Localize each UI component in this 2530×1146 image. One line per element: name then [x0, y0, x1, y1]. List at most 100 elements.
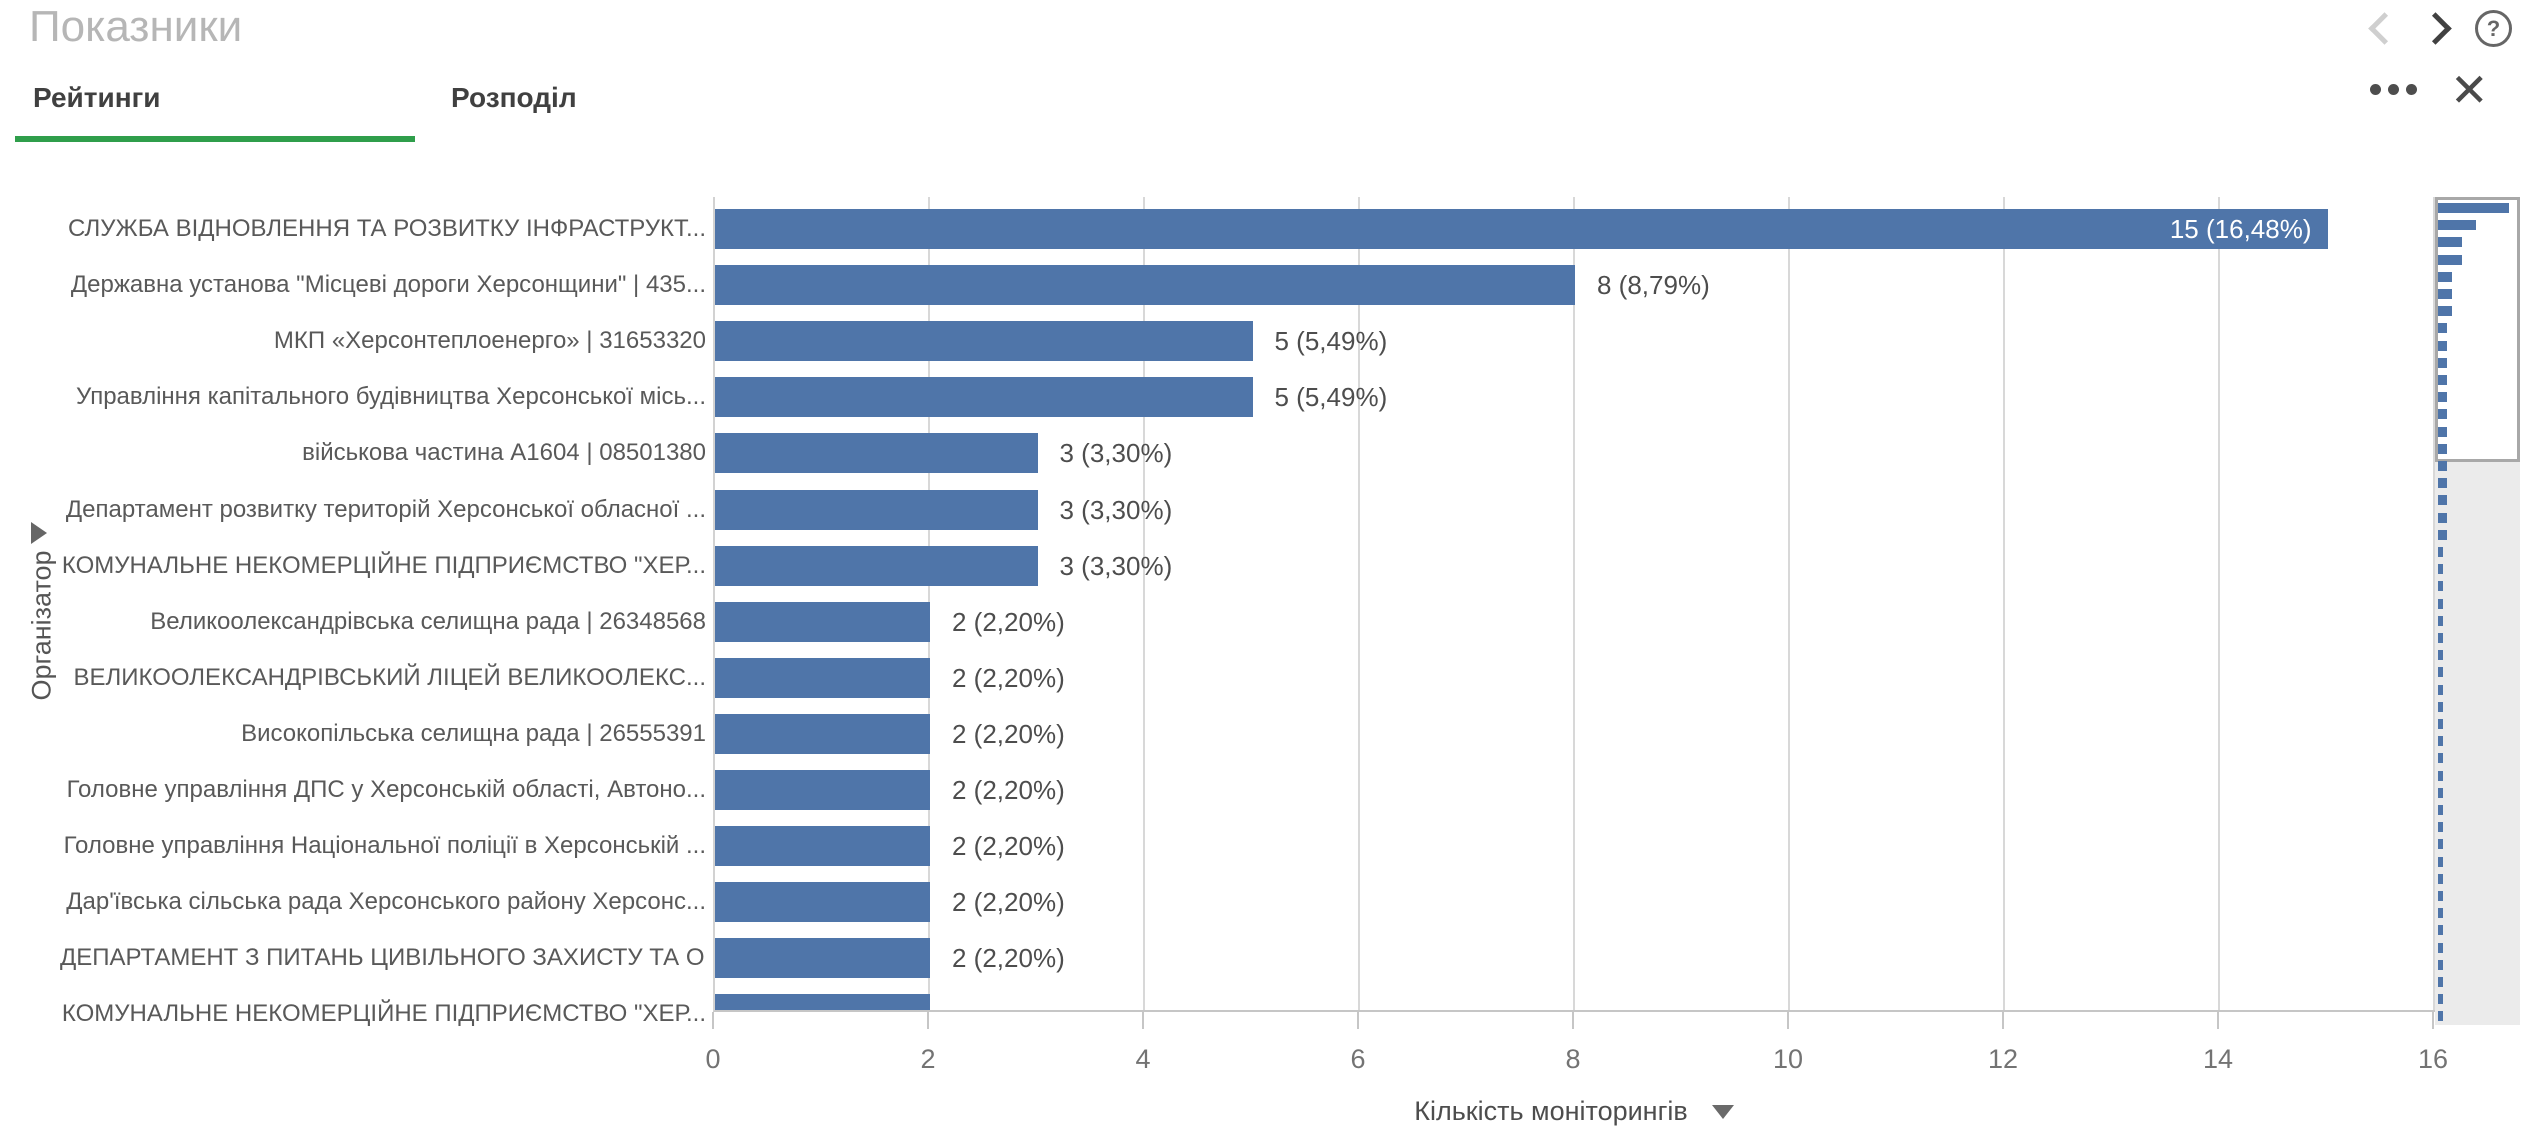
tab-ratings[interactable]: Рейтинги	[15, 76, 415, 142]
close-icon[interactable]: ✕	[2450, 64, 2489, 116]
y-axis-label[interactable]: Великоолександрівська селищна рада | 263…	[150, 607, 706, 635]
minimap-bar	[2438, 512, 2448, 523]
minimap-bar	[2438, 306, 2453, 317]
help-icon[interactable]: ?	[2475, 10, 2512, 47]
plot-area: 15 (16,48%) 8 (8,79%) 5 (5,49%) 5 (5,49%) 3 …	[713, 197, 2435, 1012]
bar-value-label: 2 (2,20%)	[952, 775, 1065, 805]
minimap-bar	[2438, 357, 2448, 368]
chevron-right-icon[interactable]	[2419, 12, 2452, 45]
bar[interactable]	[715, 657, 930, 698]
x-tick-mark	[1357, 1012, 1359, 1029]
bar[interactable]	[715, 489, 1038, 530]
x-tick-label: 16	[2417, 1044, 2449, 1074]
y-axis-label[interactable]: КОМУНАЛЬНЕ НЕКОМЕРЦІЙНЕ ПІДПРИЄМСТВО "ХЕ…	[61, 551, 706, 579]
bar-value-label: 3 (3,30%)	[1059, 438, 1173, 469]
y-axis-label[interactable]: ВЕЛИКООЛЕКСАНДРІВСЬКИЙ ЛІЦЕЙ ВЕЛИКООЛЕКС…	[73, 663, 706, 691]
y-axis-label[interactable]: КОМУНАЛЬНЕ НЕКОМЕРЦІЙНЕ ПІДПРИЄМСТВО "ХЕ…	[61, 1000, 706, 1028]
gridline	[2003, 197, 2005, 1010]
bar-value-label: 2 (2,20%)	[952, 943, 1065, 974]
bar-value-label: 2 (2,20%)	[952, 662, 1065, 693]
bar[interactable]	[715, 377, 1253, 418]
minimap-bar	[2438, 564, 2443, 575]
minimap-bar	[2438, 271, 2453, 282]
y-axis-label[interactable]: МКП «Херсонтеплоенерго» | 31653320	[273, 327, 706, 355]
x-tick-label: 8	[1565, 1044, 1581, 1074]
x-tick-label: 4	[1135, 1044, 1151, 1074]
minimap-bar	[2438, 701, 2443, 712]
x-tick-mark	[2217, 1012, 2219, 1029]
bar[interactable]	[715, 321, 1253, 362]
more-menu-icon[interactable]	[2370, 84, 2417, 95]
x-tick-mark	[2432, 1012, 2434, 1029]
page-title: Показники	[29, 2, 243, 51]
tab-bar: Рейтинги Розподіл	[0, 76, 2530, 142]
minimap-bar	[2438, 856, 2443, 867]
y-axis-label[interactable]: Державна установа "Місцеві дороги Херсон…	[70, 271, 706, 299]
bar[interactable]	[715, 545, 1038, 586]
bar-value-label: 15 (16,48%)	[2169, 214, 2312, 244]
minimap-bar	[2438, 203, 2509, 213]
x-tick-mark	[1787, 1012, 1789, 1029]
bar-value-label: 2 (2,20%)	[952, 718, 1065, 749]
y-axis-label[interactable]: СЛУЖБА ВІДНОВЛЕННЯ ТА РОЗВИТКУ ІНФРАСТРУ…	[68, 215, 706, 242]
minimap-bar	[2438, 925, 2443, 936]
bar[interactable]	[715, 713, 930, 754]
minimap-bar	[2438, 237, 2462, 248]
gridline	[2218, 197, 2220, 1010]
minimap-bar	[2438, 529, 2448, 540]
minimap-bar	[2438, 426, 2448, 437]
x-tick-label: 6	[1350, 1044, 1366, 1074]
minimap-bar	[2438, 839, 2443, 850]
minimap-bar	[2438, 736, 2443, 747]
minimap-bar	[2438, 753, 2443, 764]
bar-value-label: 2 (2,20%)	[952, 887, 1065, 918]
scroll-minimap[interactable]	[2435, 197, 2520, 1025]
y-axis-label[interactable]: Департамент розвитку територій Херсонськ…	[65, 495, 706, 523]
x-tick-label: 2	[920, 1044, 936, 1074]
bar-value-label: 2 (2,20%)	[952, 831, 1065, 862]
bar[interactable]	[715, 770, 930, 810]
tab-distribution[interactable]: Розподіл	[415, 76, 815, 142]
bar-value-label: 8 (8,79%)	[1597, 270, 1710, 301]
bar[interactable]	[715, 433, 1038, 474]
y-axis-label[interactable]: ДЕПАРТАМЕНТ З ПИТАНЬ ЦИВІЛЬНОГО ЗАХИСТУ …	[60, 944, 706, 972]
gridline	[2433, 197, 2435, 1010]
x-tick-label: 10	[1772, 1044, 1804, 1074]
y-axis-label[interactable]: Головне управління Національної поліції …	[63, 832, 706, 860]
gridline	[1358, 197, 1360, 1010]
minimap-bar	[2438, 891, 2443, 901]
bar[interactable]	[715, 882, 930, 923]
y-axis-label[interactable]: Дар'ївська сільська рада Херсонського ра…	[66, 888, 706, 916]
bar[interactable]	[715, 994, 930, 1010]
dimension-expand-icon[interactable]	[31, 522, 47, 544]
minimap-bar	[2438, 443, 2448, 454]
x-axis-title-label: Кількість моніторингів	[1414, 1096, 1688, 1126]
bar-value-label: 5 (5,49%)	[1274, 326, 1388, 357]
minimap-bar	[2438, 289, 2453, 299]
x-tick-mark	[1572, 1012, 1574, 1029]
bar[interactable]	[715, 826, 930, 867]
minimap-bar	[2438, 719, 2443, 729]
minimap-bar	[2438, 959, 2443, 970]
y-axis-label[interactable]: Головне управління ДПС у Херсонській обл…	[66, 776, 706, 803]
x-tick-label: 12	[1987, 1044, 2019, 1074]
gridline	[1143, 197, 1145, 1010]
minimap-bar	[2438, 667, 2443, 678]
minimap-bar	[2438, 873, 2443, 884]
bar[interactable]	[715, 938, 930, 979]
chevron-left-icon[interactable]	[2368, 12, 2401, 45]
x-tick-mark	[2002, 1012, 2004, 1029]
bar[interactable]	[715, 265, 1575, 306]
minimap-bar	[2438, 495, 2448, 506]
y-axis-label[interactable]: Високопільська селищна рада | 26555391	[241, 719, 706, 747]
x-tick-mark	[1142, 1012, 1144, 1029]
x-axis-title[interactable]: Кількість моніторингів	[713, 1096, 2435, 1127]
minimap-bar	[2438, 942, 2443, 953]
bar[interactable]	[715, 209, 2328, 249]
minimap-bar	[2438, 478, 2448, 489]
y-axis-label[interactable]: Управління капітального будівництва Херс…	[76, 383, 706, 411]
chevron-down-icon	[1711, 1104, 1734, 1119]
bar[interactable]	[715, 601, 930, 642]
y-axis-label[interactable]: військова частина А1604 | 08501380	[302, 439, 706, 467]
tab-distribution-label: Розподіл	[451, 82, 577, 113]
